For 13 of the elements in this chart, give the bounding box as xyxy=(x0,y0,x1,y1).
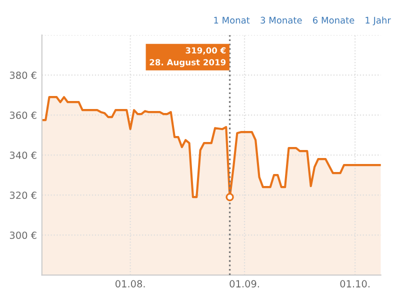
annotation: 319,00 € 28. August 2019 xyxy=(150,47,226,68)
y-tick-label: 340 € xyxy=(10,152,36,159)
y-tick-label: 300 € xyxy=(10,232,36,239)
y-tick-label: 320 € xyxy=(10,192,36,199)
x-tick-label: 01.09. xyxy=(230,280,259,288)
text: 1 Monat xyxy=(214,16,250,24)
text: 3 Monate xyxy=(260,16,302,24)
x-tick-label: 01.10. xyxy=(340,280,370,288)
text: 6 Monate xyxy=(313,16,354,24)
y-tick-label: 360 € xyxy=(10,112,36,119)
text: 1 Jahr xyxy=(366,16,391,26)
y-tick-label: 380 € xyxy=(10,72,36,79)
x-tick-label: 01.08. xyxy=(116,280,145,288)
